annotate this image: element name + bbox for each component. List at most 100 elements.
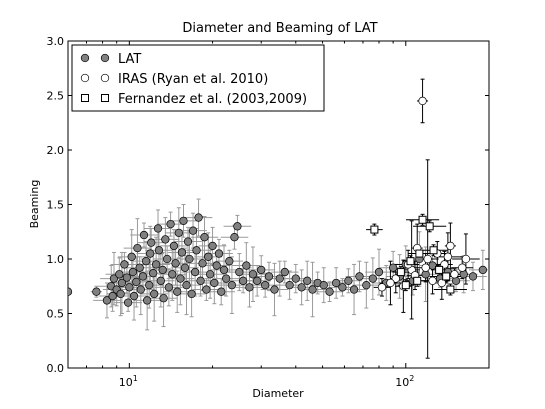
legend-marker-lat [100,53,110,63]
chart-title: Diameter and Beaming of LAT [182,21,377,36]
lat-point [291,274,300,283]
lat-point [325,287,334,296]
lat-point [129,291,139,301]
fernandez-point [401,281,410,290]
lat-point [133,243,142,253]
fernandez-point [446,285,455,294]
lat-point [122,273,132,282]
lat-point [468,272,478,281]
lat-point [185,254,194,264]
lat-point [355,272,364,281]
lat-point [253,276,262,285]
lat-point [222,274,231,283]
y-tick-label: 3.0 [47,35,65,48]
lat-point [120,260,129,269]
lat-point [183,237,193,246]
lat-point [150,289,159,299]
lat-point [117,278,127,288]
lat-point [219,265,229,275]
lat-point [303,276,312,285]
fernandez-point [413,276,422,285]
lat-point [280,267,289,277]
lat-point [161,235,170,244]
lat-point [116,289,125,299]
lat-point [182,281,191,290]
x-axis-label: Diameter [252,387,304,400]
lat-point [125,283,134,292]
lat-point [388,263,398,272]
lat-point [132,277,141,287]
lat-point [478,265,487,275]
lat-point [127,252,136,261]
lat-point [102,296,112,305]
lat-point [173,287,182,296]
fernandez-point [418,215,427,224]
fernandez-point [415,249,424,258]
lat-point [135,263,144,272]
lat-point [147,238,156,247]
iras-point [391,274,400,283]
lat-point [217,287,226,296]
fernandez-point [425,222,434,231]
iras-point [423,254,432,264]
lat-point [171,259,180,268]
fernandez-point [396,268,405,277]
lat-point [158,265,167,275]
iras-point [428,276,437,285]
lat-point [205,270,215,279]
lat-point [257,265,266,275]
lat-point [264,272,274,281]
lat-point [153,224,163,233]
legend-box [71,44,325,112]
lat-point [176,274,185,283]
fernandez-point [435,265,444,274]
legend-marker-lat [80,53,90,63]
iras-point [386,278,395,288]
y-tick-label: 2.0 [47,144,65,157]
lat-point [108,291,117,301]
lat-point [248,270,258,279]
lat-point [275,274,284,283]
lat-point [208,241,217,251]
lat-point [188,226,198,235]
lat-point [162,254,172,264]
lat-point [136,285,145,294]
lat-point [166,219,175,229]
lat-point [235,267,244,277]
legend-label-fernandez: Fernandez et al. (2003,2009) [118,92,307,107]
lat-point [261,281,270,290]
iras-point [443,252,453,261]
lat-point [245,283,254,292]
lat-point [159,294,168,303]
lat-point [374,267,384,277]
lat-point [332,278,341,288]
lat-point [230,233,239,242]
lat-point [149,269,158,278]
iras-point [418,96,427,106]
legend-label-lat: LAT [118,52,141,67]
lat-point [139,230,149,240]
lat-point [92,287,101,296]
lat-point [242,261,251,270]
lat-point [142,296,152,305]
legend-label-iras: IRAS (Ryan et al. 2010) [118,72,268,87]
lat-point [368,274,377,283]
fernandez-point [406,257,415,266]
lat-point [68,287,73,296]
legend-marker-fernandez [101,94,109,102]
lat-point [123,298,133,307]
lat-point [198,259,207,268]
lat-point [212,261,221,270]
lat-point [225,257,234,266]
legend-marker-iras [80,73,90,83]
data-points [68,96,487,307]
lat-point [141,257,151,266]
iras-point [437,278,446,288]
y-tick-label: 1.0 [47,253,65,266]
lat-point [196,276,205,285]
lat-point [146,249,155,258]
lat-point [109,274,119,283]
lat-point [194,213,203,222]
lat-point [180,263,190,272]
